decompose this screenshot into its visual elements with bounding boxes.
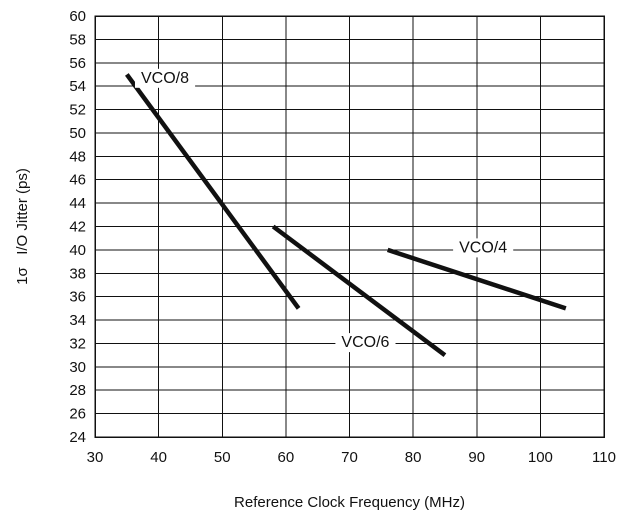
x-tick-label-80: 80 <box>405 449 422 466</box>
y-tick-label-34: 34 <box>69 312 86 329</box>
x-tick-label-70: 70 <box>341 449 358 466</box>
y-tick-label-24: 24 <box>69 429 86 446</box>
y-tick-label-48: 48 <box>69 148 86 165</box>
series-label-vco-6: VCO/6 <box>335 333 396 353</box>
x-tick-label-30: 30 <box>87 449 104 466</box>
series-line-vco-4 <box>386 247 567 311</box>
series-lines <box>124 73 567 357</box>
y-tick-label-30: 30 <box>69 359 86 376</box>
series-line-vco-6 <box>271 224 447 357</box>
y-tick-label-38: 38 <box>69 265 86 282</box>
y-tick-label-60: 60 <box>69 8 86 25</box>
x-tick-label-40: 40 <box>150 449 167 466</box>
series-label-text-vco-6: VCO/6 <box>341 334 389 351</box>
y-tick-label-50: 50 <box>69 125 86 142</box>
plot-frame <box>94 15 605 438</box>
y-tick-label-40: 40 <box>69 242 86 259</box>
series-label-vco-8: VCO/8 <box>134 68 196 88</box>
x-tick-labels: 30 40 50 60 70 80 90 100 110 <box>87 449 616 466</box>
series-label-text-vco-8: VCO/8 <box>141 70 189 87</box>
y-tick-label-28: 28 <box>69 382 86 399</box>
y-tick-label-36: 36 <box>69 289 86 306</box>
y-tick-labels: 24 26 28 30 32 34 36 38 40 42 44 46 48 50 52 54 56 58 60 <box>69 8 86 446</box>
y-tick-label-44: 44 <box>69 195 86 212</box>
series-line-vco-8 <box>124 73 301 310</box>
series-labels: VCO/8 VCO/6 VCO/4 <box>134 68 514 353</box>
x-tick-label-90: 90 <box>468 449 485 466</box>
y-tick-label-46: 46 <box>69 172 86 189</box>
x-tick-label-100: 100 <box>528 449 553 466</box>
y-tick-label-26: 26 <box>69 406 86 423</box>
x-tick-label-60: 60 <box>278 449 295 466</box>
y-tick-label-52: 52 <box>69 102 86 119</box>
y-tick-label-54: 54 <box>69 78 86 95</box>
x-tick-label-50: 50 <box>214 449 231 466</box>
series-label-bg-vco-6 <box>335 333 396 353</box>
y-tick-label-42: 42 <box>69 219 86 236</box>
y-axis-title: 1σ I/O Jitter (ps) <box>14 168 31 285</box>
y-tick-label-32: 32 <box>69 335 86 352</box>
series-label-bg-vco-4 <box>453 238 514 258</box>
series-label-bg-vco-8 <box>134 68 196 88</box>
series-label-vco-4: VCO/4 <box>453 238 514 258</box>
y-tick-label-56: 56 <box>69 55 86 72</box>
x-axis-title: Reference Clock Frequency (MHz) <box>234 494 465 511</box>
series-label-text-vco-4: VCO/4 <box>459 239 507 256</box>
x-tick-label-110: 110 <box>592 449 616 466</box>
y-tick-label-58: 58 <box>69 31 86 48</box>
